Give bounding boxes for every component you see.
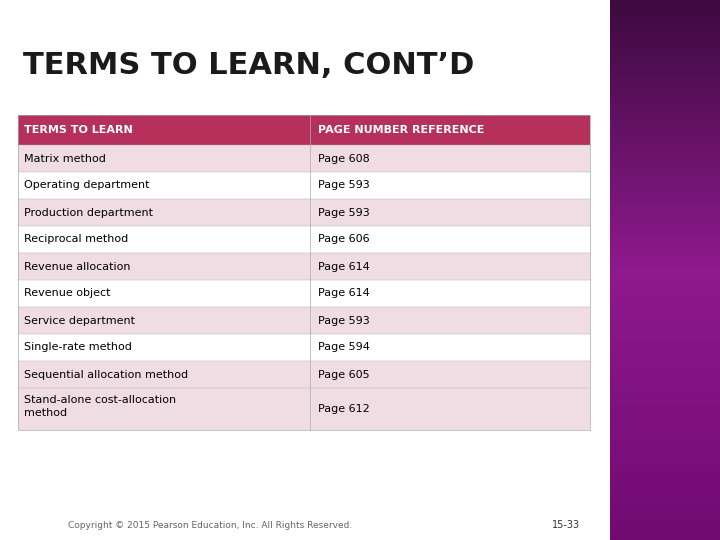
Text: Revenue object: Revenue object xyxy=(24,288,110,299)
Bar xyxy=(18,307,590,334)
Bar xyxy=(18,145,590,172)
Text: Revenue allocation: Revenue allocation xyxy=(24,261,130,272)
Text: TERMS TO LEARN: TERMS TO LEARN xyxy=(24,125,132,135)
Text: Page 612: Page 612 xyxy=(318,404,370,414)
Bar xyxy=(18,115,590,430)
Bar xyxy=(18,115,590,145)
Text: Reciprocal method: Reciprocal method xyxy=(24,234,128,245)
Text: TERMS TO LEARN, CONT’D: TERMS TO LEARN, CONT’D xyxy=(23,51,474,80)
Text: Page 614: Page 614 xyxy=(318,288,370,299)
Bar xyxy=(18,280,590,307)
Bar xyxy=(18,388,590,430)
Text: Stand-alone cost-allocation: Stand-alone cost-allocation xyxy=(24,395,176,405)
Text: Page 594: Page 594 xyxy=(318,342,370,353)
Bar xyxy=(18,361,590,388)
Bar xyxy=(18,199,590,226)
Bar xyxy=(18,226,590,253)
Text: 15-33: 15-33 xyxy=(552,520,580,530)
Text: Copyright © 2015 Pearson Education, Inc. All Rights Reserved.: Copyright © 2015 Pearson Education, Inc.… xyxy=(68,521,352,530)
Text: Page 608: Page 608 xyxy=(318,153,370,164)
Bar xyxy=(18,253,590,280)
Text: Matrix method: Matrix method xyxy=(24,153,106,164)
Text: Page 593: Page 593 xyxy=(318,207,370,218)
Text: Page 614: Page 614 xyxy=(318,261,370,272)
Text: Sequential allocation method: Sequential allocation method xyxy=(24,369,188,380)
Text: Production department: Production department xyxy=(24,207,153,218)
Text: Page 593: Page 593 xyxy=(318,180,370,191)
Bar xyxy=(18,172,590,199)
Bar xyxy=(18,334,590,361)
Text: Service department: Service department xyxy=(24,315,135,326)
Text: Page 606: Page 606 xyxy=(318,234,369,245)
Text: method: method xyxy=(24,408,67,418)
Text: Page 605: Page 605 xyxy=(318,369,369,380)
Text: PAGE NUMBER REFERENCE: PAGE NUMBER REFERENCE xyxy=(318,125,485,135)
Text: Operating department: Operating department xyxy=(24,180,150,191)
Text: Single-rate method: Single-rate method xyxy=(24,342,132,353)
Text: Page 593: Page 593 xyxy=(318,315,370,326)
